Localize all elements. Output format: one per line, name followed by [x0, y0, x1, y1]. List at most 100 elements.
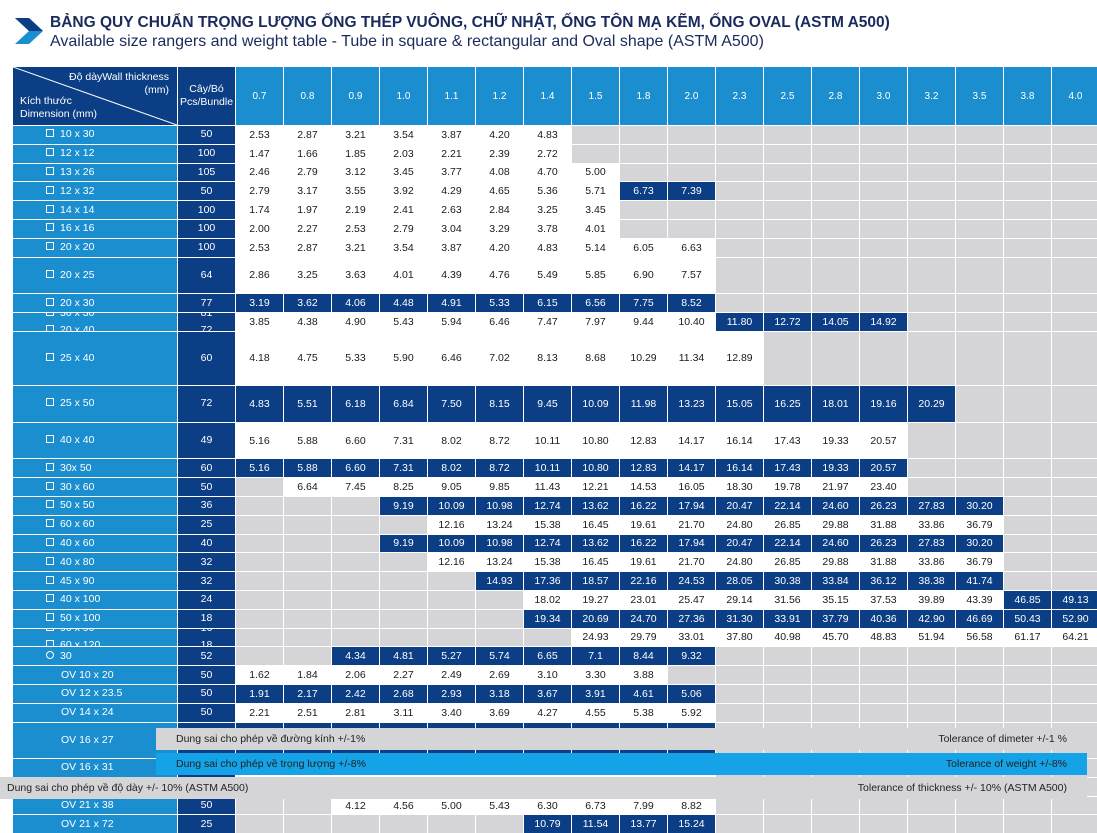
empty-cell [1004, 164, 1051, 182]
empty-cell [1004, 145, 1051, 163]
pcs-value: 18 [201, 637, 213, 646]
pcs-cell: 105 [178, 164, 235, 182]
empty-cell [1052, 553, 1097, 571]
weight-value: 1.47 [236, 145, 283, 163]
dimension-text: 13 x 26 [60, 166, 94, 178]
weight-value: 7.31 [380, 459, 427, 477]
empty-cell [1004, 815, 1051, 833]
pcs-value: 105 [198, 164, 216, 181]
weight-value: 4.34 [332, 647, 379, 665]
empty-cell [812, 239, 859, 257]
weight-value: 3.19 [236, 294, 283, 312]
empty-cell [572, 126, 619, 144]
weight-value: 6.63 [668, 239, 715, 257]
weight-value: 1.66 [284, 145, 331, 163]
dimension-cell: OV 21 x 72 [13, 815, 177, 833]
empty-cell [380, 610, 427, 628]
note-weight-vi: Dung sai cho phép về trọng lượng +/-8% [176, 758, 366, 770]
weight-value: 5.27 [428, 647, 475, 665]
weight-value: 15.38 [524, 553, 571, 571]
weight-value: 16.22 [620, 535, 667, 553]
weight-value: 37.53 [860, 591, 907, 609]
square-shape-icon [46, 298, 54, 306]
empty-cell [1004, 332, 1051, 385]
weight-value: 4.01 [380, 258, 427, 294]
square-shape-icon [46, 594, 54, 602]
empty-cell [476, 591, 523, 609]
weight-value: 10.80 [572, 459, 619, 477]
weight-value: 24.70 [620, 610, 667, 628]
weight-value: 33.86 [908, 516, 955, 534]
dimension-text: OV 21 x 38 [61, 799, 114, 811]
weight-value: 28.05 [716, 572, 763, 590]
empty-cell [956, 201, 1003, 219]
empty-cell [284, 553, 331, 571]
pcs-cell: 50 [178, 666, 235, 684]
weight-value: 33.91 [764, 610, 811, 628]
dimension-text: 90 x 90 [60, 629, 94, 635]
pcs-value: 25 [201, 816, 213, 833]
weight-value: 2.49 [428, 666, 475, 684]
pcs-value: 100 [198, 239, 216, 256]
weight-value: 8.25 [380, 478, 427, 496]
weight-value: 21.97 [812, 478, 859, 496]
empty-cell [716, 164, 763, 182]
dimension-text: OV 14 x 24 [61, 706, 114, 718]
pcs-cell: 72 [178, 386, 235, 422]
title-vietnamese: BẢNG QUY CHUẨN TRỌNG LƯỢNG ỐNG THÉP VUÔN… [50, 14, 890, 32]
empty-cell [1004, 553, 1051, 571]
empty-cell [1052, 535, 1097, 553]
empty-cell [956, 258, 1003, 294]
weight-value: 23.40 [860, 478, 907, 496]
empty-cell [284, 572, 331, 590]
weight-value: 2.79 [380, 220, 427, 238]
weight-value: 11.54 [572, 815, 619, 833]
empty-cell [764, 220, 811, 238]
weight-value: 2.39 [476, 145, 523, 163]
weight-value: 5.74 [476, 647, 523, 665]
weight-value: 8.13 [524, 332, 571, 385]
weight-value: 4.06 [332, 294, 379, 312]
weight-value: 2.21 [428, 145, 475, 163]
weight-value: 6.60 [332, 459, 379, 477]
dimension-cell: 50 x 100 [13, 610, 177, 628]
weight-value: 19.33 [812, 423, 859, 459]
pcs-value: 18 [201, 610, 213, 627]
dimension-text: 20 x 40 [60, 324, 94, 331]
empty-cell [572, 145, 619, 163]
weight-value: 11.43 [524, 478, 571, 496]
weight-value: 12.89 [716, 332, 763, 385]
weight-value: 6.56 [572, 294, 619, 312]
weight-value: 3.29 [476, 220, 523, 238]
thickness-header-0.8: 0.8 [284, 67, 331, 125]
tolerance-notes: Dung sai cho phép về đường kính +/-1% To… [156, 728, 1087, 802]
dimension-text: 60 x 60 [60, 518, 94, 530]
note-thickness-en: Tolerance of thickness +/- 10% (ASTM A50… [858, 782, 1067, 794]
weight-value: 1.84 [284, 666, 331, 684]
weight-value: 4.61 [620, 685, 667, 703]
weight-value: 22.14 [764, 497, 811, 515]
weight-value: 4.29 [428, 182, 475, 200]
empty-cell [860, 647, 907, 665]
dimension-value: 25 x 50 [46, 395, 94, 412]
weight-value: 5.36 [524, 182, 571, 200]
weight-value: 17.43 [764, 459, 811, 477]
empty-cell [956, 294, 1003, 312]
weight-value: 4.55 [572, 704, 619, 722]
empty-cell [1004, 313, 1051, 331]
thickness-label: Độ dàyWall thickness [69, 71, 169, 83]
dimension-value: OV 10 x 20 [61, 667, 114, 684]
empty-cell [1004, 258, 1051, 294]
square-shape-icon [46, 313, 54, 316]
square-shape-icon [46, 463, 54, 471]
dimension-text: 40 x 40 [60, 434, 94, 446]
weight-value: 31.88 [860, 553, 907, 571]
weight-value: 3.85 [236, 313, 283, 331]
dimension-text: OV 12 x 23.5 [61, 687, 122, 699]
weight-value: 18.01 [812, 386, 859, 422]
empty-cell [1004, 423, 1051, 459]
weight-value: 4.18 [236, 332, 283, 385]
empty-cell [620, 220, 667, 238]
pcs-value: 60 [201, 460, 213, 477]
empty-cell [620, 201, 667, 219]
